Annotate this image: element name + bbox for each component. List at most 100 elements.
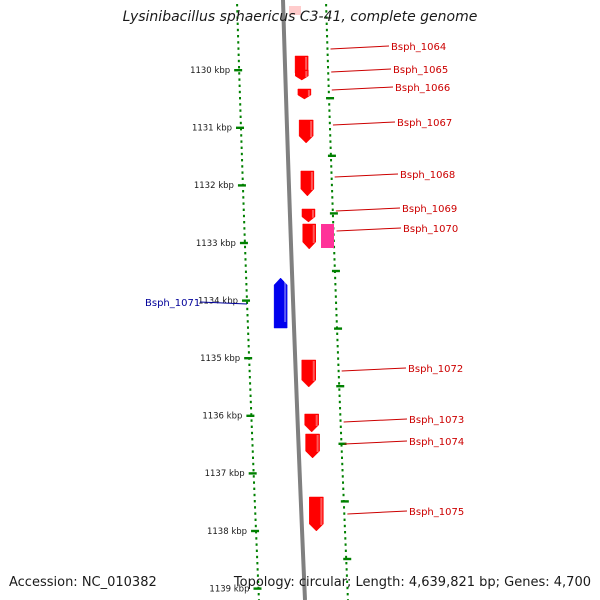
inner-tick-dot [247,332,250,335]
inner-tick-dot [247,345,250,348]
inner-tick-dot [238,90,241,94]
inner-tick-dot [250,407,253,410]
gene-arrow [309,496,324,532]
inner-tick-dot [242,208,245,211]
accession-text: Accession: NC_010382 [9,575,157,590]
inner-tick-dot [246,301,249,304]
inner-tick-dot [245,295,248,298]
inner-tick-dot [253,500,256,503]
inner-tick-dot [252,475,255,478]
outer-tick-dot [325,4,328,7]
inner-tick-dot [244,252,247,255]
gene-leader-line [343,418,408,423]
outer-tick-dot [328,115,331,118]
inner-tick-dot [248,376,251,379]
inner-tick-dot [254,518,257,521]
kbp-tick-mark [248,472,257,475]
inner-tick-dot [250,413,253,416]
inner-tick-dot [257,580,260,583]
inner-tick-dot [246,314,249,317]
inner-tick-dot [244,270,247,273]
inner-tick-dot [247,338,250,342]
genome-backbone [281,0,307,600]
inner-tick-dot [243,239,246,242]
map-title: Lysinibacillus sphaericus C3-41, complet… [122,9,478,25]
outer-tick-dot [336,351,339,354]
outer-tick-dot [329,146,332,149]
gene-arrow-highlight [284,279,287,322]
kbp-tick-label: 1136 kbp [202,412,242,422]
outer-tick-dot [333,245,336,249]
outer-tick-dot [328,103,331,106]
outer-tick-dot [331,190,334,193]
inner-tick-dot [253,493,256,497]
inner-tick-dot [249,388,252,391]
inner-tick-dot [246,320,249,323]
inner-tick-dot [255,537,258,540]
gene-arrow-highlight [305,71,308,77]
outer-tick-dot [325,28,328,32]
outer-tick-dot [343,518,346,521]
outer-tick-dot [330,177,333,180]
outer-tick-dot [337,376,340,379]
outer-tick-dot [338,400,341,404]
outer-tick-dot [345,574,348,577]
outer-tick-dot [343,524,346,528]
outer-tick-mark [338,442,347,445]
outer-tick-dot [332,221,335,224]
inner-tick-dot [240,152,243,156]
outer-tick-dot [336,332,339,335]
inner-tick-dot [237,59,240,63]
gene-leader-line [336,227,402,232]
inner-tick-dot [250,419,253,422]
gene-arrow [305,433,320,459]
outer-tick-mark [340,500,349,503]
inner-tick-dot [245,289,248,292]
inner-tick-dot [237,41,240,44]
kbp-tick-label: 1134 kbp [198,296,238,306]
outer-tick-dot [330,171,333,174]
gene-arrow-highlight [307,90,310,96]
gene-arrow-highlight [305,57,308,74]
outer-tick-mark [327,154,336,157]
inner-tick-dot [257,593,260,596]
outer-tick-dot [327,78,330,81]
outer-tick-dot [337,357,340,360]
inner-tick-dot [240,134,243,137]
inner-tick-dot [238,84,241,87]
outer-tick-dot [333,258,336,261]
inner-tick-dot [244,258,247,261]
inner-tick-dot [240,140,243,143]
outer-tick-dot [346,593,349,596]
inner-tick-dot [251,431,254,435]
inner-tick-dot [247,351,250,354]
gene-leader-line [331,68,392,73]
outer-tick-dot [345,562,348,565]
gene-leader-line [199,301,248,305]
kbp-tick-label: 1138 kbp [207,527,247,537]
gene-arrow [304,413,319,433]
inner-tick-dot [256,555,259,559]
gene-label: Bsph_1070 [403,224,458,235]
inner-tick-dot [241,165,244,168]
outer-tick-dot [334,295,337,298]
gene-label: Bsph_1074 [409,437,464,448]
kbp-tick-mark [246,414,255,417]
gene-arrow [301,208,316,223]
inner-tick-dot [255,543,258,546]
inner-tick-dot [252,469,255,472]
inner-tick-dot [239,121,242,125]
outer-tick-dot [335,307,338,311]
outer-tick-dot [331,196,334,199]
outer-tick-dot [330,183,333,187]
outer-tick-dot [344,543,347,546]
outer-tick-dot [344,549,347,552]
outer-tick-dot [329,152,332,156]
outer-tick-dot [326,41,329,44]
inner-tick-dot [248,369,251,373]
outer-tick-dot [327,72,330,75]
inner-tick-dot [239,109,242,112]
inner-tick-dot [246,326,249,329]
inner-tick-dot [237,47,240,50]
